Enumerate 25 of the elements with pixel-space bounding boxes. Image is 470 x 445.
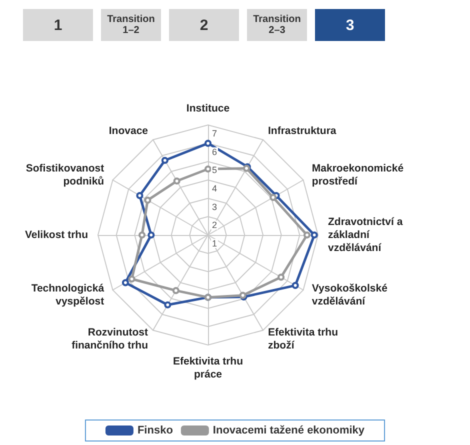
text: 3 (315, 9, 385, 41)
spoke-label: Efektivita trhu zboží (268, 326, 338, 352)
y-tick-label: 4 (212, 184, 218, 194)
spoke-label: Efektivita trhu práce (172, 356, 244, 380)
spoke-label: Makroekonomické prostředí (312, 162, 404, 188)
spoke-label: Inovace (108, 125, 148, 138)
spoke-label: Vysokoškolské vzdělávání (312, 282, 388, 308)
legend-label: Finsko (137, 424, 174, 436)
y-tick-label: 5 (212, 165, 218, 176)
spoke-label: Infrastruktura (268, 125, 336, 138)
legend-label: Inovacemi tažené ekonomiky (212, 424, 366, 436)
spoke-label: Sofistikovanost podniků (26, 162, 105, 188)
spoke-label: Technologická vyspělost (31, 282, 105, 308)
text: Transition 1–2 (101, 9, 161, 41)
spoke-label: Zdravotnictví a základní vzdělávání (328, 216, 403, 254)
y-tick-label: 6 (212, 146, 218, 157)
spoke-label: Velikost trhu (24, 229, 88, 241)
text: Transition 2–3 (247, 9, 307, 41)
spoke-label: Rozvinutost finančního trhu (72, 326, 149, 352)
y-tick-label: 3 (212, 202, 218, 212)
spoke-label: Instituce (186, 102, 230, 114)
y-tick-label: 1 (212, 238, 218, 248)
y-tick-label: 7 (212, 128, 218, 138)
y-tick-label: 2 (212, 220, 218, 230)
text: 1 (23, 9, 93, 41)
